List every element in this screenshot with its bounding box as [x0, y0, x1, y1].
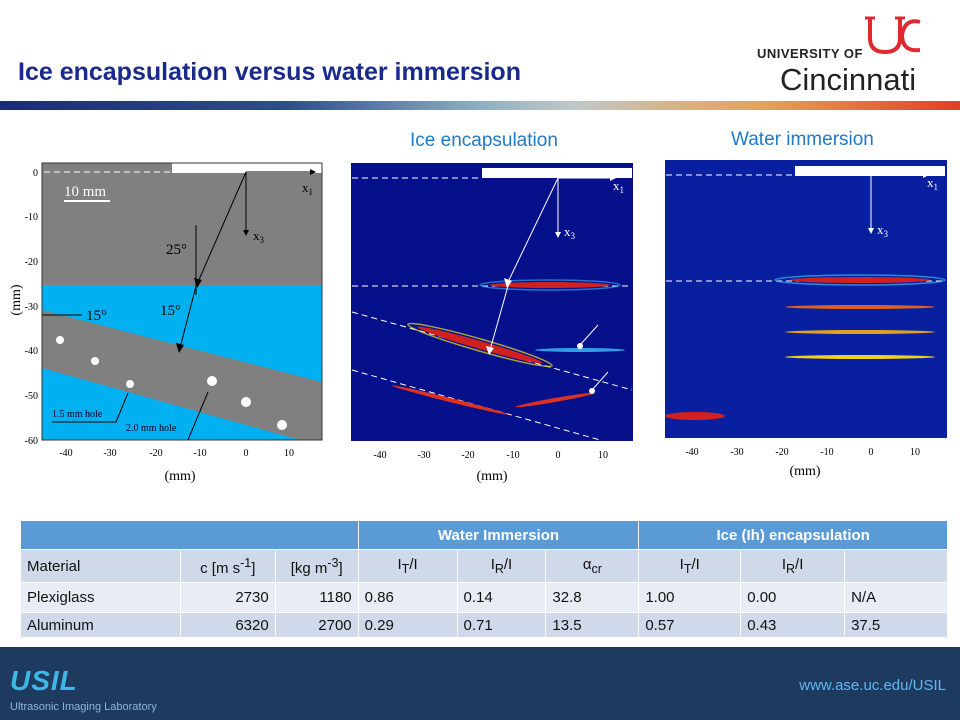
university-logo: UNIVERSITY OF Cincinnati: [755, 10, 945, 97]
x-axis-label: (mm): [789, 464, 820, 479]
table-group-header: Water Immersion Ice (Ih) encapsulation: [20, 520, 948, 550]
table-row: Aluminum 6320 2700 0.29 0.71 13.5 0.57 0.43 37…: [20, 612, 948, 638]
column-header: IT/I: [638, 549, 742, 583]
angle-15-label: 15°: [160, 303, 181, 319]
x-tick: -20: [775, 447, 788, 458]
column-header: IR/I: [740, 549, 846, 583]
x-axis-label: (mm): [164, 469, 195, 484]
plate-angle-label: 15°: [86, 308, 107, 324]
y-tick: -30: [25, 302, 38, 313]
x3-label: x3: [253, 228, 265, 245]
header-divider: [0, 101, 960, 110]
y-tick: -40: [25, 346, 38, 357]
logo-bottom-text: Cincinnati: [780, 62, 917, 97]
x-tick: -30: [730, 447, 743, 458]
hole-20-label: 2.0 mm hole: [126, 423, 177, 434]
x1-label: x1: [613, 178, 624, 195]
y-ticks: 0 -10 -20 -30 -40 -50 -60: [25, 168, 38, 447]
ice-panel-title: Ice encapsulation: [410, 130, 558, 151]
table-column-header: Material c [m s-1] [kg m-3] IT/I IR/I αc…: [20, 549, 948, 583]
lab-url-link[interactable]: www.ase.uc.edu/USIL: [799, 677, 946, 694]
lab-name: Ultrasonic Imaging Laboratory: [10, 701, 157, 713]
x1-label: x1: [302, 180, 313, 197]
water-ultrasound-image: x1 x3 -40 -30 -20 -10 0 10 (mm): [665, 160, 947, 479]
x3-label: x3: [877, 222, 889, 239]
usil-logo: USIL: [10, 665, 78, 696]
geometry-figure: 10 mm x1 x3 25° 15° 15° 1.5 mm hole 2.0 …: [9, 162, 323, 484]
hole-15-label: 1.5 mm hole: [52, 409, 103, 420]
y-tick: -20: [25, 257, 38, 268]
column-header: [844, 549, 948, 583]
group-header-water: Water Immersion: [357, 520, 640, 550]
x-tick: -30: [103, 448, 116, 459]
column-header: c [m s-1]: [179, 549, 276, 583]
column-header: IR/I: [456, 549, 547, 583]
x-tick: 10: [284, 448, 294, 459]
uc-logo-icon: [865, 16, 921, 55]
x-tick: -40: [59, 448, 72, 459]
column-header: IT/I: [357, 549, 458, 583]
y-axis-label: (mm): [9, 284, 24, 315]
x-ticks: -40 -30 -20 -10 0 10: [59, 448, 294, 459]
column-header: αcr: [545, 549, 640, 583]
x-tick: 0: [556, 450, 561, 461]
x-tick: 10: [598, 450, 608, 461]
x3-label: x3: [564, 224, 576, 241]
x-tick: 0: [244, 448, 249, 459]
ice-ultrasound-image: x1 x3 -40 -30 -20 -10 0 10 (mm): [351, 163, 633, 484]
scale-label: 10 mm: [64, 184, 106, 200]
x-tick: -20: [461, 450, 474, 461]
x-axis-label: (mm): [476, 469, 507, 484]
x-tick: 10: [910, 447, 920, 458]
table-row: Plexiglass 2730 1180 0.86 0.14 32.8 1.00 0.00…: [20, 582, 948, 613]
angle-25-label: 25°: [166, 242, 187, 258]
group-header: [20, 520, 359, 550]
footer: USIL Ultrasonic Imaging Laboratory www.a…: [0, 647, 960, 720]
x-tick: -10: [506, 450, 519, 461]
x-tick: -40: [373, 450, 386, 461]
column-header: Material: [20, 549, 181, 583]
x-tick: -40: [685, 447, 698, 458]
properties-table: Water Immersion Ice (Ih) encapsulation M…: [20, 520, 948, 638]
x-ticks: -40 -30 -20 -10 0 10: [685, 447, 920, 458]
x-tick: -30: [417, 450, 430, 461]
y-tick: 0: [33, 168, 38, 179]
y-tick: -10: [25, 212, 38, 223]
water-panel-title: Water immersion: [731, 129, 874, 150]
group-header-ice: Ice (Ih) encapsulation: [638, 520, 948, 550]
x-tick: -10: [193, 448, 206, 459]
column-header: [kg m-3]: [274, 549, 359, 583]
x-ticks: -40 -30 -20 -10 0 10: [373, 450, 608, 461]
x-tick: -20: [149, 448, 162, 459]
x1-label: x1: [927, 175, 938, 192]
logo-top-text: UNIVERSITY OF: [757, 46, 863, 61]
slide-title: Ice encapsulation versus water immersion: [18, 58, 521, 86]
x-tick: -10: [820, 447, 833, 458]
plexiglass-plate: [42, 310, 322, 440]
y-tick: -60: [25, 436, 38, 447]
y-tick: -50: [25, 391, 38, 402]
x-tick: 0: [869, 447, 874, 458]
